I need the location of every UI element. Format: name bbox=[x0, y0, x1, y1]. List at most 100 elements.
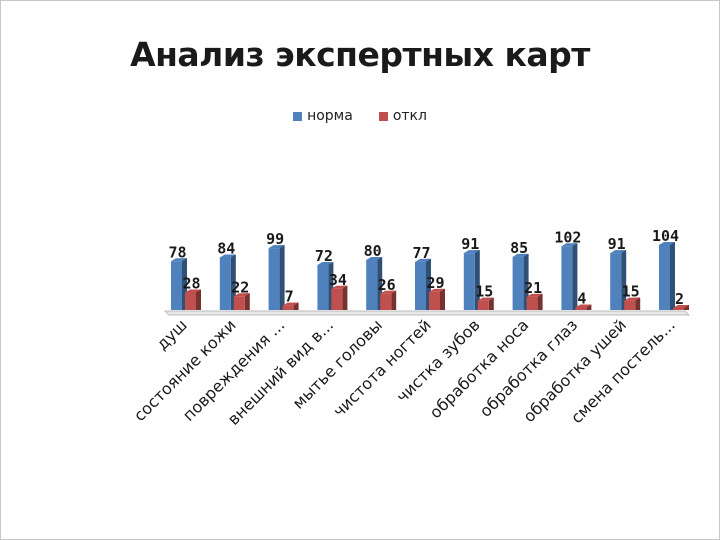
bar-dev-6 bbox=[477, 300, 489, 310]
bar-top-dev-5 bbox=[429, 288, 445, 292]
bar-side-dev-8 bbox=[586, 304, 592, 310]
bar-norm-1 bbox=[219, 257, 231, 310]
bar-top-dev-7 bbox=[526, 293, 543, 297]
bar-norm-3 bbox=[317, 265, 329, 310]
bar-side-dev-4 bbox=[391, 290, 397, 310]
bar-dev-10 bbox=[673, 308, 684, 310]
bar-top-dev-2 bbox=[282, 302, 299, 306]
data-label-dev-1: 22 bbox=[231, 278, 249, 296]
bar-top-norm-3 bbox=[317, 262, 334, 265]
data-label-norm-4: 80 bbox=[364, 242, 382, 260]
bar-top-dev-6 bbox=[477, 297, 494, 301]
data-label-dev-5: 29 bbox=[426, 274, 444, 292]
bar-top-norm-0 bbox=[171, 258, 187, 262]
bar-side-dev-5 bbox=[440, 288, 445, 310]
bar-side-dev-6 bbox=[488, 297, 494, 310]
data-label-dev-7: 21 bbox=[524, 279, 542, 297]
data-label-norm-0: 78 bbox=[168, 243, 186, 261]
data-label-dev-4: 26 bbox=[378, 276, 396, 294]
bar-norm-7 bbox=[512, 256, 524, 310]
bar-side-norm-6 bbox=[474, 250, 480, 310]
bar-side-norm-1 bbox=[230, 254, 236, 310]
bar-top-dev-8 bbox=[575, 304, 592, 308]
bar-top-dev-3 bbox=[331, 285, 348, 289]
bar-dev-5 bbox=[429, 291, 440, 310]
legend-label-norm: норма bbox=[307, 108, 353, 124]
bar-dev-2 bbox=[282, 305, 294, 310]
bar-dev-8 bbox=[575, 307, 587, 310]
data-label-dev-2: 7 bbox=[285, 288, 294, 306]
data-label-norm-5: 77 bbox=[412, 244, 430, 262]
bar-top-norm-2 bbox=[268, 245, 285, 249]
category-label-0: душ bbox=[153, 315, 191, 353]
data-label-norm-8: 102 bbox=[554, 228, 581, 246]
bar-top-norm-4 bbox=[366, 257, 383, 260]
bar-norm-6 bbox=[463, 253, 475, 310]
chart-title: Анализ экспертных карт bbox=[130, 35, 590, 74]
bar-side-norm-0 bbox=[182, 258, 187, 310]
bar-side-norm-9 bbox=[621, 250, 627, 310]
bar-side-norm-5 bbox=[426, 258, 431, 310]
bar-dev-1 bbox=[233, 296, 245, 310]
legend-item-dev: откл bbox=[378, 108, 427, 124]
data-label-dev-8: 4 bbox=[577, 290, 586, 308]
bar-side-norm-4 bbox=[377, 257, 383, 310]
bar-dev-3 bbox=[331, 288, 343, 310]
bar-side-norm-2 bbox=[279, 245, 285, 310]
data-label-norm-1: 84 bbox=[217, 240, 235, 258]
bar-top-dev-9 bbox=[624, 297, 641, 301]
bar-side-norm-10 bbox=[670, 242, 675, 310]
data-label-dev-9: 15 bbox=[622, 283, 640, 301]
chart-legend: норма откл bbox=[1, 108, 719, 124]
bar-top-norm-1 bbox=[219, 254, 236, 258]
bar-top-dev-4 bbox=[380, 290, 397, 294]
bar-side-norm-8 bbox=[572, 243, 578, 310]
bar-side-norm-3 bbox=[328, 262, 334, 310]
bar-dev-9 bbox=[624, 300, 636, 310]
data-label-dev-3: 34 bbox=[329, 271, 347, 289]
bar-norm-0 bbox=[171, 261, 182, 310]
bar-side-dev-1 bbox=[244, 293, 250, 310]
bar-top-dev-1 bbox=[233, 293, 250, 297]
bar-top-norm-5 bbox=[415, 258, 431, 262]
data-label-norm-9: 91 bbox=[608, 235, 626, 253]
bar-dev-4 bbox=[380, 293, 392, 310]
data-label-dev-0: 28 bbox=[182, 275, 200, 293]
bar-side-dev-10 bbox=[684, 305, 689, 310]
bar-side-dev-7 bbox=[537, 293, 543, 310]
bar-dev-7 bbox=[526, 296, 538, 310]
data-label-norm-10: 104 bbox=[652, 227, 679, 245]
bar-side-norm-7 bbox=[523, 253, 529, 310]
bar-side-dev-0 bbox=[196, 289, 201, 310]
bar-norm-2 bbox=[268, 248, 280, 310]
category-label-6: чистка зубов bbox=[393, 315, 484, 406]
data-label-norm-3: 72 bbox=[315, 247, 333, 265]
bar-norm-5 bbox=[415, 261, 426, 310]
bar-top-dev-10 bbox=[673, 305, 689, 308]
legend-item-norm: норма bbox=[293, 108, 353, 124]
data-label-norm-7: 85 bbox=[510, 239, 528, 257]
data-label-norm-6: 91 bbox=[461, 235, 479, 253]
bar-side-dev-3 bbox=[342, 285, 348, 310]
bar-top-norm-10 bbox=[659, 242, 675, 245]
data-label-dev-6: 15 bbox=[475, 283, 493, 301]
bar-top-dev-0 bbox=[185, 289, 201, 293]
bar-norm-9 bbox=[610, 253, 622, 310]
bar-side-dev-2 bbox=[293, 302, 299, 310]
bar-top-norm-9 bbox=[610, 250, 627, 254]
data-label-dev-10: 2 bbox=[675, 290, 684, 308]
bar-norm-4 bbox=[366, 260, 378, 310]
bar-top-norm-8 bbox=[561, 243, 578, 247]
chart-floor bbox=[163, 310, 691, 316]
bar-side-dev-9 bbox=[635, 297, 641, 310]
legend-swatch-norm bbox=[293, 111, 303, 121]
bar-top-norm-6 bbox=[463, 250, 480, 254]
bar-top-norm-7 bbox=[512, 253, 529, 257]
data-label-norm-2: 99 bbox=[266, 230, 284, 248]
legend-label-dev: откл bbox=[392, 108, 427, 124]
bar-dev-0 bbox=[185, 292, 196, 310]
legend-swatch-dev bbox=[378, 111, 388, 121]
bar-norm-10 bbox=[659, 245, 670, 310]
